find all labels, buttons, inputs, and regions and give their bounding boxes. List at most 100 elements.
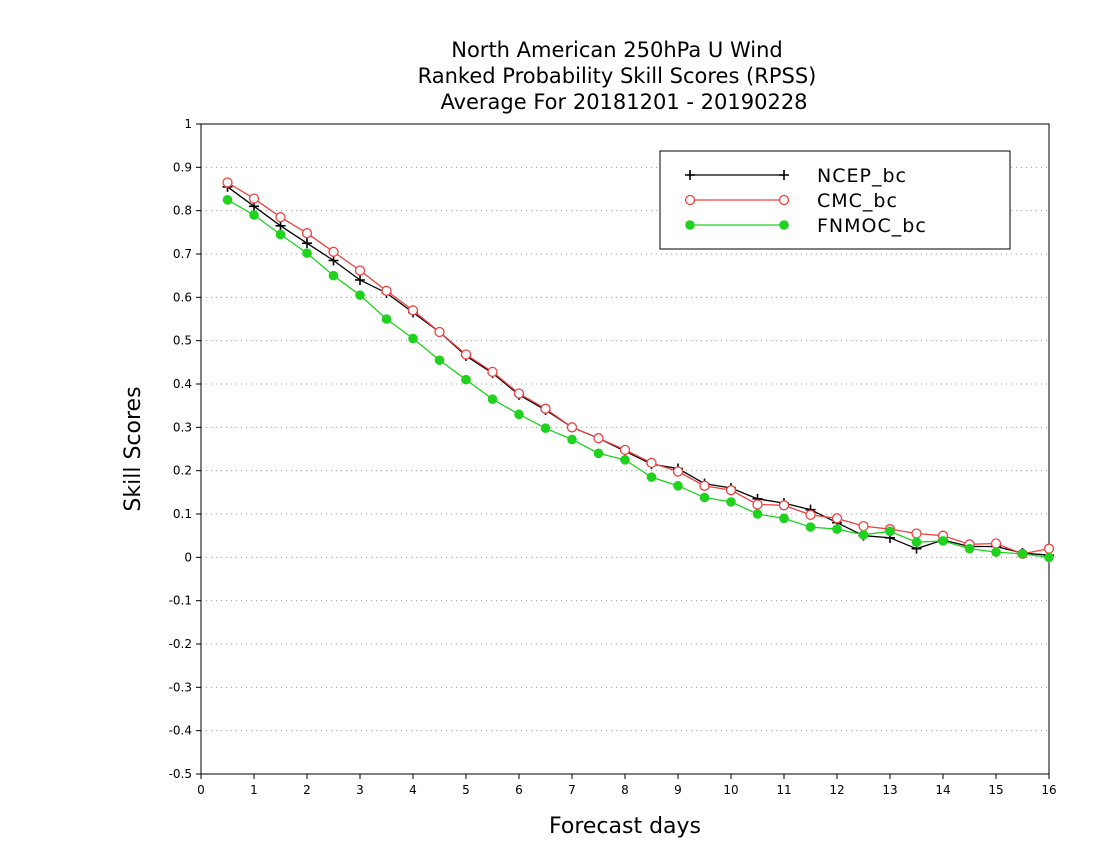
data-point: [381, 314, 392, 324]
data-point: [938, 536, 948, 546]
data-point: [752, 509, 763, 519]
y-tick-label: -0.1: [169, 594, 192, 608]
data-point: [302, 238, 312, 249]
data-point: [990, 538, 1002, 549]
y-tick-label: -0.3: [169, 680, 192, 694]
data-point: [328, 246, 339, 257]
data-point: [328, 270, 339, 281]
chart-title: North American 250hPa U Wind Ranked Prob…: [418, 38, 817, 114]
x-axis-tick-labels: 0 1 2 3 4 5 6 7 8 9 10 11 12 13 14 15 16: [197, 783, 1056, 797]
data-point: [646, 457, 657, 469]
series-layer: [222, 177, 1055, 563]
y-tick-label: -0.5: [169, 767, 192, 781]
x-tick-label: 5: [462, 783, 470, 797]
y-axis-label: Skill Scores: [121, 386, 146, 511]
x-tick-label: 16: [1041, 783, 1056, 797]
data-point: [593, 448, 604, 459]
x-tick-label: 6: [515, 783, 523, 797]
x-tick-label: 11: [776, 783, 791, 797]
y-tick-label: 0.9: [173, 160, 192, 174]
data-point: [301, 228, 313, 239]
data-point: [1044, 552, 1054, 563]
data-point: [619, 444, 631, 456]
data-point: [885, 526, 895, 537]
data-point: [1017, 549, 1028, 559]
data-point: [726, 497, 736, 507]
data-point: [248, 193, 260, 204]
y-tick-label: 0.6: [173, 290, 192, 304]
x-tick-label: 4: [409, 783, 417, 797]
data-point: [672, 466, 684, 477]
x-tick-label: 3: [356, 783, 364, 797]
legend: NCEP_bc CMC_bc FNMOC_bc: [659, 150, 1011, 250]
data-point: [513, 388, 525, 399]
x-axis-label: Forecast days: [549, 814, 701, 839]
axis-ticks: [196, 123, 1050, 779]
x-tick-label: 13: [882, 783, 897, 797]
data-point: [487, 394, 498, 404]
data-point: [858, 530, 869, 540]
legend-entry: CMC_bc: [684, 190, 898, 212]
data-point: [805, 522, 816, 532]
data-point: [858, 520, 869, 532]
x-tick-label: 10: [723, 783, 738, 797]
legend-label: NCEP_bc: [817, 165, 907, 187]
data-point: [460, 349, 472, 360]
data-point: [540, 403, 551, 414]
data-point: [354, 265, 366, 276]
data-point: [275, 212, 286, 223]
y-tick-label: 0.8: [173, 204, 192, 218]
x-tick-label: 7: [568, 783, 576, 797]
legend-label: CMC_bc: [817, 190, 898, 212]
y-tick-label: 0.4: [173, 377, 192, 391]
x-tick-label: 12: [829, 783, 844, 797]
x-tick-label: 0: [197, 783, 205, 797]
data-point: [487, 366, 498, 378]
data-point: [514, 409, 524, 420]
data-point: [1043, 543, 1055, 554]
data-point: [407, 305, 419, 316]
data-point: [699, 492, 710, 503]
data-point: [222, 177, 233, 188]
series-cmc-bc: [222, 177, 1055, 560]
data-point: [249, 210, 259, 220]
data-point: [302, 248, 312, 258]
y-tick-label: 0.5: [173, 334, 192, 348]
data-point: [620, 455, 630, 465]
data-point: [991, 547, 1001, 557]
y-tick-label: 1: [184, 117, 192, 131]
data-point: [275, 220, 286, 231]
y-axis-tick-labels: -0.5 -0.4 -0.3 -0.2 -0.1 0 0.1 0.2 0.3 0.4 0.5 0.6 0…: [169, 117, 192, 781]
y-tick-label: 0.1: [173, 507, 192, 521]
legend-marker: [778, 194, 790, 206]
data-point: [646, 472, 657, 482]
series-line: [227, 199, 1050, 558]
x-tick-label: 2: [303, 783, 311, 797]
chart-title-line-3: Average For 20181201 - 20190228: [440, 90, 807, 114]
x-tick-label: 1: [250, 783, 258, 797]
y-tick-label: 0.7: [173, 247, 192, 261]
data-point: [725, 485, 737, 496]
legend-marker: [779, 170, 789, 180]
series-line: [227, 186, 1050, 556]
data-point: [911, 537, 922, 547]
x-tick-label: 14: [935, 783, 950, 797]
data-point: [222, 195, 233, 205]
data-point: [434, 355, 445, 365]
data-point: [461, 374, 471, 385]
chart-title-line-1: North American 250hPa U Wind: [451, 38, 783, 62]
data-point: [752, 499, 763, 510]
chart-title-line-2: Ranked Probability Skill Scores (RPSS): [418, 64, 817, 88]
data-point: [964, 543, 975, 554]
y-tick-label: 0.2: [173, 464, 192, 478]
legend-marker: [779, 220, 789, 230]
x-tick-label: 9: [674, 783, 682, 797]
legend-label: FNMOC_bc: [817, 215, 927, 237]
data-point: [355, 290, 365, 300]
data-point: [673, 481, 683, 491]
x-tick-label: 15: [988, 783, 1003, 797]
data-point: [831, 513, 843, 524]
y-tick-label: 0: [184, 550, 192, 564]
legend-marker: [685, 170, 695, 180]
y-tick-label: -0.4: [169, 724, 192, 738]
